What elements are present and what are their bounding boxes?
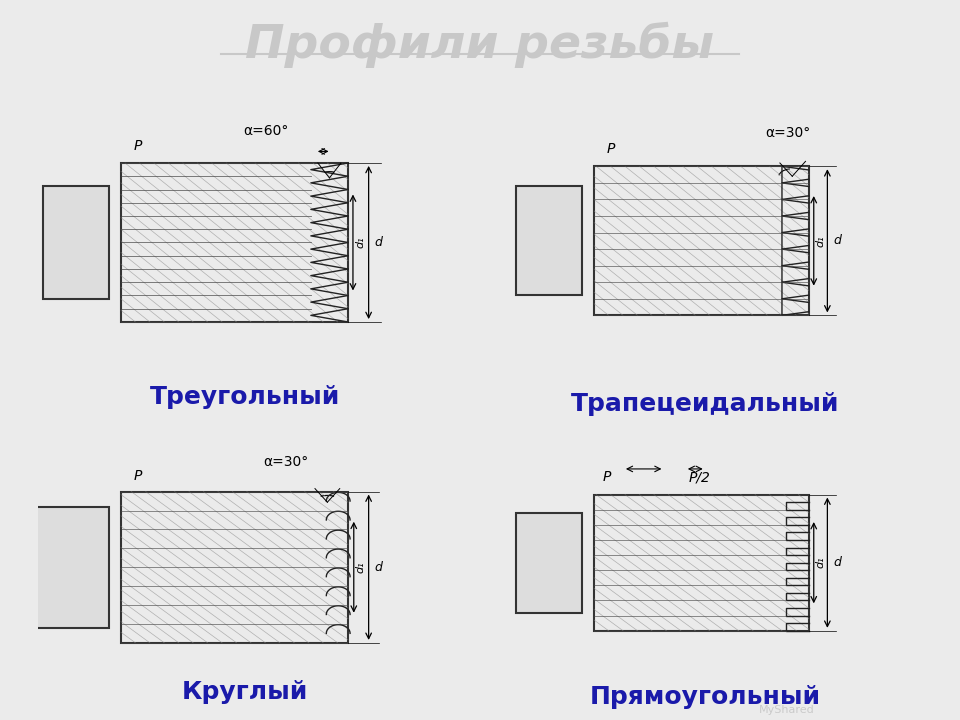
Text: α=30°: α=30° bbox=[765, 125, 811, 140]
Text: Прямоугольный: Прямоугольный bbox=[590, 685, 821, 709]
Text: d₁: d₁ bbox=[816, 235, 826, 247]
Text: d: d bbox=[833, 234, 842, 248]
Text: Круглый: Круглый bbox=[181, 680, 308, 704]
Text: Трапецеидальный: Трапецеидальный bbox=[571, 392, 840, 416]
Text: d: d bbox=[833, 556, 842, 570]
Text: d₁: d₁ bbox=[356, 562, 366, 573]
Polygon shape bbox=[516, 186, 582, 295]
Text: MyShared: MyShared bbox=[759, 705, 815, 715]
Text: Профили резьбы: Профили резьбы bbox=[246, 22, 714, 68]
Text: P: P bbox=[133, 139, 142, 153]
Text: P: P bbox=[603, 470, 611, 484]
Text: d: d bbox=[374, 561, 383, 574]
Text: P: P bbox=[133, 469, 142, 482]
Text: d₁: d₁ bbox=[816, 557, 826, 569]
Text: P/2: P/2 bbox=[689, 470, 711, 484]
Text: d: d bbox=[374, 236, 383, 249]
Polygon shape bbox=[35, 507, 108, 628]
Text: d₁: d₁ bbox=[355, 237, 365, 248]
Text: α=60°: α=60° bbox=[243, 124, 288, 138]
Polygon shape bbox=[42, 186, 108, 299]
Text: P: P bbox=[607, 142, 615, 156]
Text: Треугольный: Треугольный bbox=[150, 385, 340, 409]
Polygon shape bbox=[516, 513, 582, 613]
Text: α=30°: α=30° bbox=[263, 455, 309, 469]
